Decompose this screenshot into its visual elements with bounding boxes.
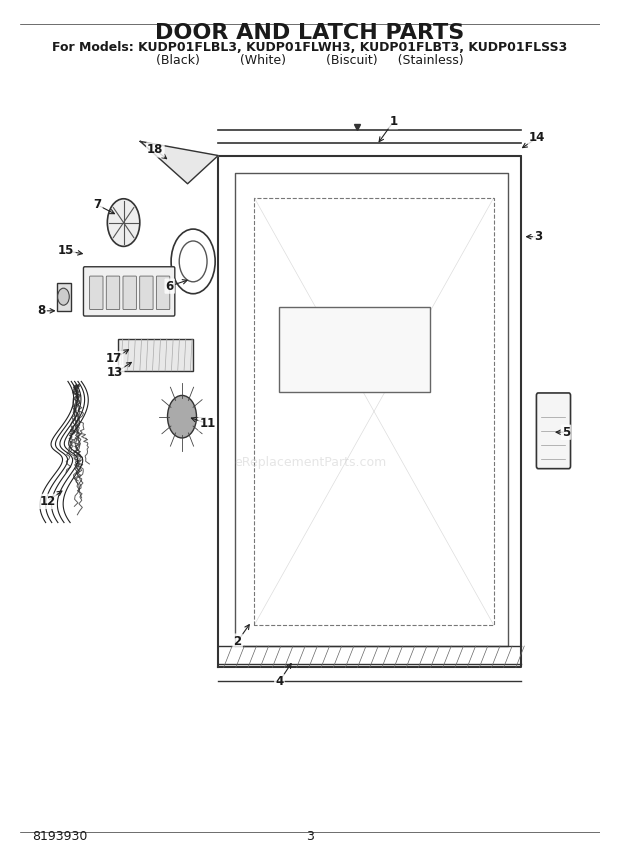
Text: 3: 3 (534, 230, 542, 243)
Bar (57, 282, 71, 311)
Text: 8: 8 (38, 305, 46, 318)
Text: 6: 6 (166, 280, 174, 293)
FancyBboxPatch shape (536, 393, 570, 468)
FancyBboxPatch shape (140, 276, 153, 310)
Text: DOOR AND LATCH PARTS: DOOR AND LATCH PARTS (156, 22, 464, 43)
Polygon shape (140, 141, 218, 184)
Text: 1: 1 (389, 116, 397, 128)
Text: 4: 4 (275, 675, 283, 688)
Circle shape (167, 395, 197, 438)
Text: 8193930: 8193930 (32, 830, 87, 843)
Bar (280, 307, 430, 392)
FancyBboxPatch shape (90, 276, 103, 310)
Text: 14: 14 (529, 131, 545, 145)
Circle shape (107, 199, 140, 247)
Text: 7: 7 (94, 199, 102, 211)
Text: 2: 2 (234, 634, 242, 648)
Text: 13: 13 (107, 366, 123, 379)
Text: 12: 12 (39, 495, 55, 508)
Text: For Models: KUDP01FLBL3, KUDP01FLWH3, KUDP01FLBT3, KUDP01FLSS3: For Models: KUDP01FLBL3, KUDP01FLWH3, KU… (52, 41, 568, 54)
FancyBboxPatch shape (84, 267, 175, 316)
Text: 18: 18 (147, 143, 164, 157)
Text: 11: 11 (200, 417, 216, 431)
FancyBboxPatch shape (156, 276, 170, 310)
Text: eReplacementParts.com: eReplacementParts.com (234, 455, 386, 468)
Text: 17: 17 (106, 353, 122, 366)
Bar (118, 339, 193, 371)
FancyBboxPatch shape (106, 276, 120, 310)
Circle shape (58, 288, 69, 306)
FancyBboxPatch shape (123, 276, 136, 310)
Text: 15: 15 (58, 244, 74, 258)
Text: (Black)          (White)          (Biscuit)     (Stainless): (Black) (White) (Biscuit) (Stainless) (156, 54, 464, 67)
Text: 3: 3 (306, 830, 314, 843)
Text: 5: 5 (562, 425, 570, 439)
